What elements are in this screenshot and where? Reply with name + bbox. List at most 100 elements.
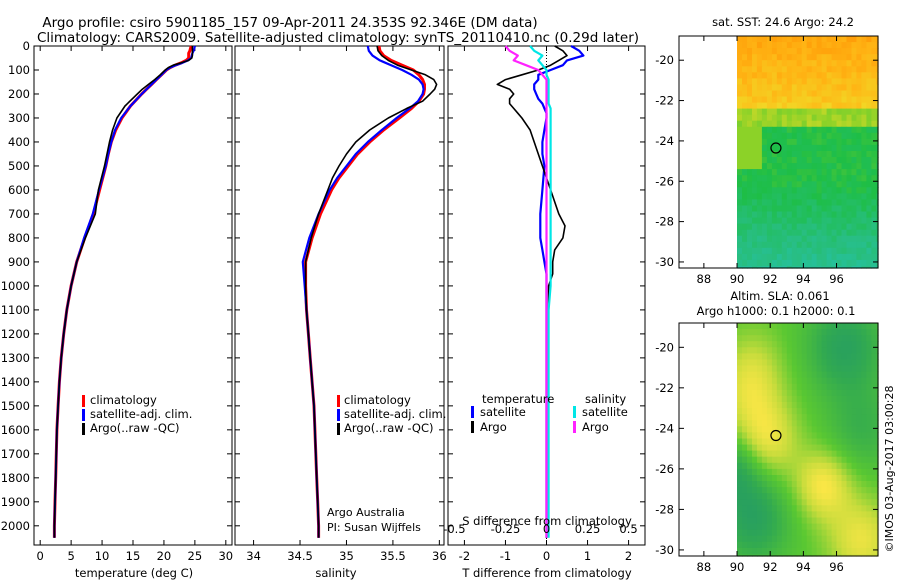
map-cell: [761, 211, 768, 219]
map-cell: [737, 402, 743, 409]
map-cell: [871, 408, 877, 415]
map-cell: [761, 554, 768, 557]
map-cell: [861, 383, 867, 391]
map-cell: [871, 359, 877, 367]
map-cell: [771, 432, 778, 440]
map-cell: [816, 523, 823, 531]
map-cell: [846, 102, 853, 110]
map-cell: [871, 132, 877, 140]
map-cell: [747, 377, 753, 385]
map-cell: [737, 359, 743, 367]
map-cell: [866, 96, 872, 104]
map-cell: [786, 36, 793, 43]
map-cell: [871, 36, 877, 43]
map-cell: [781, 42, 788, 49]
map-cell: [737, 462, 743, 470]
map-cell: [771, 78, 778, 86]
figure-title-line1: Argo profile: csiro 5901185_157 09-Apr-2…: [42, 15, 537, 31]
map-cell: [761, 329, 768, 336]
map-cell: [756, 511, 763, 519]
map-cell: [761, 114, 768, 122]
map-cell: [861, 414, 867, 421]
map-cell: [752, 505, 758, 512]
map-cell: [766, 383, 773, 391]
map-cell: [821, 389, 828, 397]
y-tick-label: 1300: [1, 351, 30, 365]
map-cell: [851, 199, 858, 207]
map-cell: [776, 235, 783, 243]
map-cell: [831, 517, 838, 525]
map-cell: [781, 420, 788, 427]
map-cell: [747, 54, 753, 61]
map-cell: [737, 102, 743, 110]
map-cell: [856, 223, 862, 231]
map-cell: [861, 329, 867, 336]
figure-title-line2: Climatology: CARS2009. Satellite-adjuste…: [37, 30, 639, 46]
map-cell: [841, 108, 848, 116]
map-cell: [846, 120, 853, 128]
map-cell: [756, 359, 763, 367]
map-cell: [747, 211, 753, 219]
map-cell: [871, 241, 877, 249]
map-cell: [737, 211, 743, 219]
map-cell: [876, 108, 879, 116]
map-cell: [776, 229, 783, 237]
map-cell: [826, 169, 833, 176]
map-cell: [856, 408, 862, 415]
map-cell: [756, 432, 763, 440]
map-cell: [826, 126, 833, 134]
map-cell: [747, 420, 753, 427]
map-cell: [806, 383, 813, 391]
map-cell: [801, 151, 808, 158]
map-cell: [841, 84, 848, 92]
map-cell: [861, 487, 867, 494]
map-cell: [806, 42, 813, 49]
map-cell: [821, 493, 828, 500]
map-cell: [766, 36, 773, 43]
map-cell: [841, 66, 848, 73]
map-cell: [826, 247, 833, 255]
map-cell: [851, 499, 858, 506]
map-cell: [841, 259, 848, 267]
map-cell: [756, 36, 763, 43]
map-cell: [816, 541, 823, 549]
map-cell: [801, 84, 808, 92]
map-cell: [771, 426, 778, 433]
map-cell: [856, 175, 862, 182]
map-cell: [821, 259, 828, 267]
map-cell: [771, 408, 778, 415]
legend-swatch-climatology: [337, 395, 340, 407]
map-cell: [776, 36, 783, 43]
map-cell: [771, 114, 778, 122]
map-cell: [791, 247, 798, 255]
map-cell: [876, 438, 879, 446]
map-cell: [826, 395, 833, 403]
map-cell: [806, 444, 813, 452]
map-cell: [771, 102, 778, 110]
map-cell: [796, 126, 803, 134]
map-cell: [841, 48, 848, 55]
map-cell: [742, 175, 748, 182]
map-cell: [752, 383, 758, 391]
map-cell: [851, 329, 858, 336]
map-cell: [841, 365, 848, 373]
map-cell: [756, 323, 763, 330]
map-cell: [747, 359, 753, 367]
map-cell: [801, 493, 808, 500]
legend-title-temperature: temperature: [482, 392, 554, 406]
map-cell: [861, 323, 867, 330]
map-cell: [791, 144, 798, 152]
map-cell: [756, 371, 763, 379]
map-cell: [851, 432, 858, 440]
map-cell: [836, 468, 843, 476]
sla-map-title-line2: Argo h1000: 0.1 h2000: 0.1: [697, 304, 856, 318]
map-cell: [776, 456, 783, 464]
map-cell: [826, 529, 833, 537]
map-cell: [737, 481, 743, 488]
map-cell: [866, 120, 872, 128]
map-cell: [756, 517, 763, 525]
map-cell: [806, 535, 813, 543]
map-cell: [841, 36, 848, 43]
map-cell: [742, 335, 748, 342]
map-cell: [851, 438, 858, 446]
